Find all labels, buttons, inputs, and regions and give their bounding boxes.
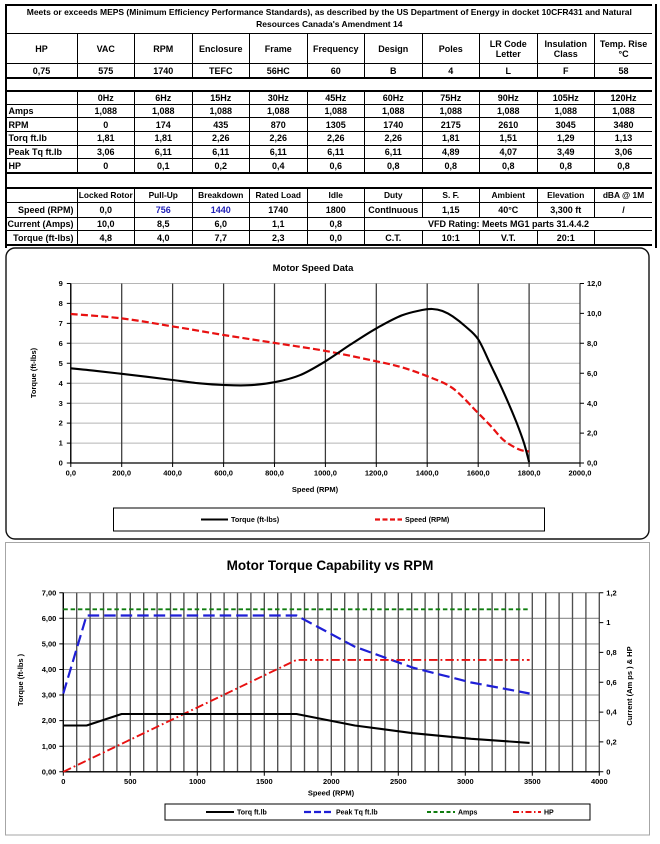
svg-text:1800,0: 1800,0 (518, 469, 541, 478)
svg-text:400,0: 400,0 (163, 469, 182, 478)
svg-text:2000,0: 2000,0 (569, 469, 592, 478)
svg-text:500: 500 (124, 777, 137, 786)
svg-text:Torque (ft-lbs ): Torque (ft-lbs ) (16, 653, 25, 706)
svg-text:Peak Tq ft.lb: Peak Tq ft.lb (336, 810, 378, 817)
svg-text:4000: 4000 (591, 777, 608, 786)
svg-text:800,0: 800,0 (265, 469, 284, 478)
svg-text:Torque (ft-lbs): Torque (ft-lbs) (231, 515, 280, 524)
svg-text:12,0: 12,0 (587, 279, 602, 288)
svg-text:1400,0: 1400,0 (416, 469, 439, 478)
svg-text:200,0: 200,0 (112, 469, 131, 478)
svg-text:HP: HP (544, 810, 554, 817)
svg-text:1: 1 (59, 439, 63, 448)
svg-text:3000: 3000 (457, 777, 474, 786)
svg-text:Motor Torque Capability vs RPM: Motor Torque Capability vs RPM (227, 558, 434, 573)
svg-text:1,00: 1,00 (42, 742, 57, 751)
svg-text:1,2: 1,2 (606, 588, 616, 597)
svg-text:0,2: 0,2 (606, 738, 616, 747)
svg-text:0,0: 0,0 (66, 469, 76, 478)
svg-text:0: 0 (606, 767, 610, 776)
svg-text:1: 1 (606, 618, 610, 627)
svg-text:0: 0 (61, 777, 65, 786)
svg-text:Torq ft.lb: Torq ft.lb (237, 810, 267, 817)
svg-text:7: 7 (59, 319, 63, 328)
svg-text:Speed (RPM): Speed (RPM) (405, 515, 450, 524)
svg-text:0,00: 0,00 (42, 767, 57, 776)
svg-text:10,0: 10,0 (587, 309, 602, 318)
svg-text:4,0: 4,0 (587, 399, 597, 408)
svg-text:0,8: 0,8 (606, 648, 616, 657)
svg-text:2000: 2000 (323, 777, 340, 786)
svg-text:600,0: 600,0 (214, 469, 233, 478)
svg-text:Motor Speed Data: Motor Speed Data (273, 263, 354, 274)
svg-text:Speed (RPM): Speed (RPM) (308, 789, 355, 798)
svg-text:0,4: 0,4 (606, 708, 617, 717)
svg-text:Current (Am ps ) & HP: Current (Am ps ) & HP (625, 646, 634, 725)
svg-text:9: 9 (59, 279, 63, 288)
svg-text:0,6: 0,6 (606, 678, 616, 687)
svg-text:1000: 1000 (189, 777, 206, 786)
svg-text:3500: 3500 (524, 777, 541, 786)
svg-text:5: 5 (59, 359, 63, 368)
svg-text:4,00: 4,00 (42, 665, 57, 674)
svg-text:Torque (ft-lbs): Torque (ft-lbs) (29, 347, 38, 398)
svg-text:Amps: Amps (458, 810, 478, 817)
svg-text:6,0: 6,0 (587, 369, 597, 378)
svg-text:8: 8 (59, 299, 63, 308)
svg-text:2: 2 (59, 419, 63, 428)
svg-text:2,0: 2,0 (587, 429, 597, 438)
svg-text:2500: 2500 (390, 777, 407, 786)
svg-text:Speed (RPM): Speed (RPM) (292, 485, 339, 494)
svg-text:1200,0: 1200,0 (365, 469, 388, 478)
svg-text:4: 4 (59, 379, 64, 388)
svg-text:2,00: 2,00 (42, 716, 57, 725)
svg-text:1600,0: 1600,0 (467, 469, 490, 478)
svg-text:3,00: 3,00 (42, 691, 57, 700)
svg-text:0: 0 (59, 459, 63, 468)
svg-text:1500: 1500 (256, 777, 273, 786)
svg-text:8,0: 8,0 (587, 339, 597, 348)
svg-text:7,00: 7,00 (42, 588, 57, 597)
svg-text:6: 6 (59, 339, 63, 348)
svg-text:6,00: 6,00 (42, 614, 57, 623)
svg-text:3: 3 (59, 399, 63, 408)
svg-text:1000,0: 1000,0 (314, 469, 337, 478)
svg-text:0,0: 0,0 (587, 459, 597, 468)
svg-text:5,00: 5,00 (42, 640, 57, 649)
